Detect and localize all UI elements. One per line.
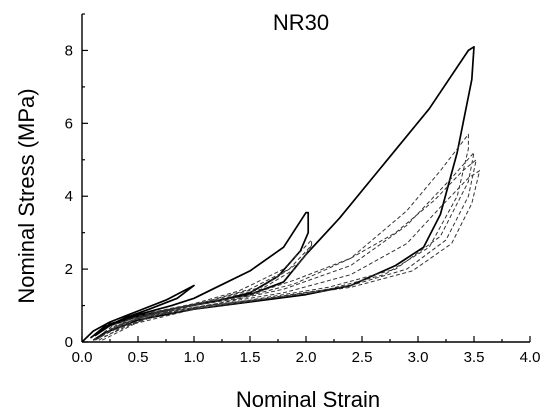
series-layer <box>81 45 481 343</box>
x-tick-label: 0.5 <box>128 349 149 366</box>
y-axis-title: Nominal Stress (MPa) <box>14 88 39 303</box>
chart-title: NR30 <box>273 10 329 35</box>
x-axis-ticks: 0.0 0.5 1.0 1.5 2.0 2.5 3.0 3.5 4.0 <box>72 336 541 366</box>
x-tick-label: 1.5 <box>240 349 261 366</box>
x-tick-label: 3.5 <box>464 349 485 366</box>
y-tick-label: 0 <box>65 334 73 351</box>
x-tick-label: 1.0 <box>184 349 205 366</box>
dashed-curve-1 <box>92 133 469 341</box>
dashed-curve-4 <box>101 170 481 341</box>
dashed-curve-2 <box>95 152 475 341</box>
y-tick-label: 2 <box>65 261 73 278</box>
y-axis-ticks: 0 2 4 6 8 <box>65 13 88 351</box>
x-tick-label: 2.0 <box>296 349 317 366</box>
x-tick-label: 2.5 <box>352 349 373 366</box>
x-tick-label: 0.0 <box>72 349 93 366</box>
dashed-curve-3 <box>98 159 477 341</box>
x-tick-label: 4.0 <box>520 349 541 366</box>
x-axis-title: Nominal Strain <box>236 387 380 412</box>
y-tick-label: 6 <box>65 115 73 132</box>
y-tick-label: 4 <box>65 188 73 205</box>
x-tick-label: 3.0 <box>408 349 429 366</box>
y-tick-label: 8 <box>65 42 73 59</box>
